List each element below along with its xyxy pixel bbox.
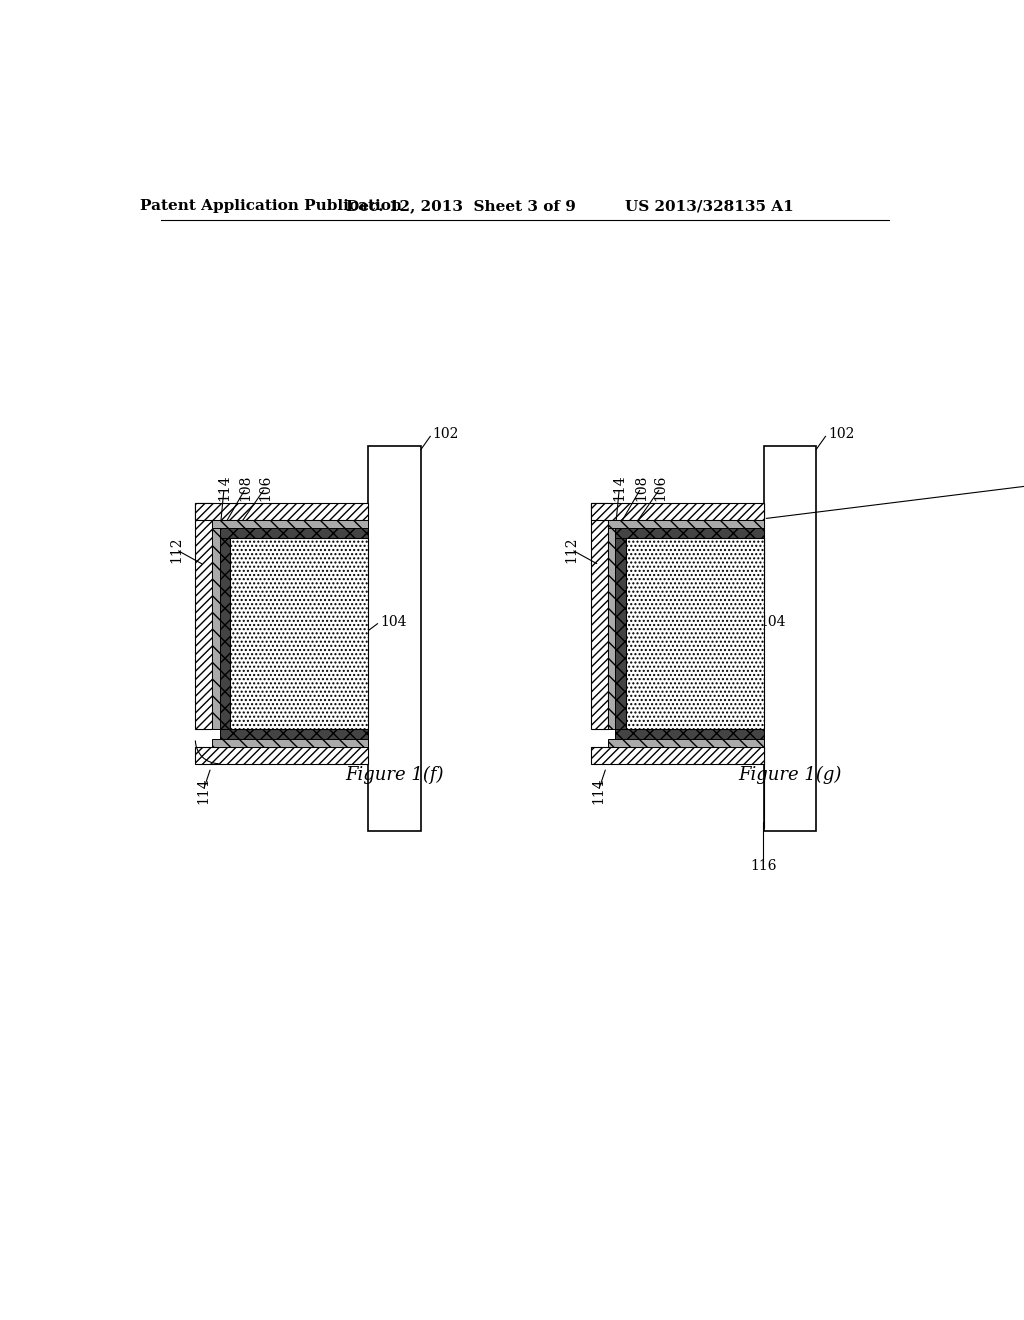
Bar xyxy=(615,528,626,729)
Text: Dec. 12, 2013  Sheet 3 of 9: Dec. 12, 2013 Sheet 3 of 9 xyxy=(346,199,577,213)
Text: Figure 1(g): Figure 1(g) xyxy=(738,766,842,784)
Bar xyxy=(607,739,764,747)
Bar xyxy=(230,539,369,729)
Bar xyxy=(764,446,816,830)
Bar xyxy=(607,520,764,528)
Text: Figure 1(f): Figure 1(f) xyxy=(345,766,443,784)
Bar xyxy=(607,520,615,729)
Text: 114: 114 xyxy=(217,475,231,502)
Text: 114: 114 xyxy=(592,777,605,804)
Text: 102: 102 xyxy=(827,428,854,441)
Bar xyxy=(220,528,369,539)
Text: 102: 102 xyxy=(432,428,459,441)
Text: 114: 114 xyxy=(612,475,627,502)
Text: 114: 114 xyxy=(197,777,210,804)
Text: 106: 106 xyxy=(258,475,272,502)
Bar xyxy=(212,520,220,729)
Bar xyxy=(196,503,212,729)
Text: Patent Application Publication: Patent Application Publication xyxy=(140,199,402,213)
Text: 116: 116 xyxy=(751,859,777,873)
Bar xyxy=(212,739,369,747)
Bar xyxy=(591,503,764,520)
Bar xyxy=(591,747,764,763)
Bar xyxy=(369,446,421,830)
Text: 108: 108 xyxy=(634,475,648,502)
Bar xyxy=(212,520,369,528)
Text: 112: 112 xyxy=(169,536,183,562)
Bar xyxy=(196,747,369,763)
Text: US 2013/328135 A1: US 2013/328135 A1 xyxy=(625,199,794,213)
Bar xyxy=(615,528,764,539)
Bar xyxy=(591,503,607,729)
Text: 104: 104 xyxy=(760,615,786,628)
Bar xyxy=(196,503,369,520)
Text: 108: 108 xyxy=(239,475,253,502)
Bar xyxy=(220,729,369,739)
Text: 106: 106 xyxy=(653,475,668,502)
Bar xyxy=(615,729,764,739)
Bar xyxy=(626,539,764,729)
Text: 104: 104 xyxy=(380,615,407,628)
Bar xyxy=(220,528,230,729)
Text: 112: 112 xyxy=(564,536,579,562)
